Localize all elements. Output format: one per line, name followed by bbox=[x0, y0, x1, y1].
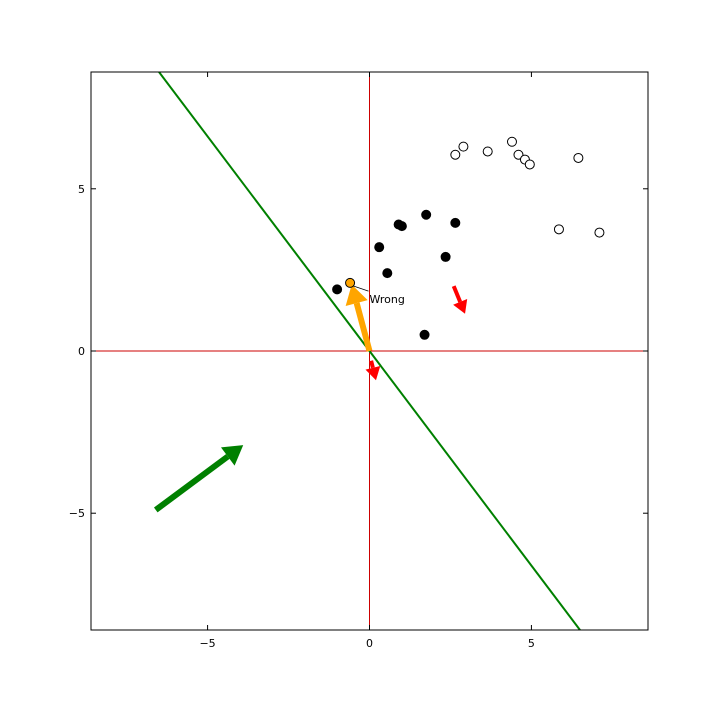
y-tick-label: 0 bbox=[78, 345, 85, 358]
update-arrow-orange bbox=[345, 284, 373, 352]
open-point bbox=[594, 227, 605, 238]
update-arrow-orange-shaft bbox=[353, 302, 373, 352]
normal-arrow-red-origin-shaft bbox=[369, 360, 375, 369]
open-point bbox=[573, 152, 584, 163]
weight-arrow-green-shaft bbox=[153, 454, 230, 513]
wrong-point bbox=[345, 277, 356, 288]
normal-arrow-red-origin bbox=[365, 360, 381, 381]
x-tick-label: 0 bbox=[366, 637, 373, 650]
open-point bbox=[506, 136, 517, 147]
y-tick-label: −5 bbox=[69, 507, 85, 520]
weight-arrow-green-head bbox=[220, 445, 244, 466]
filled-point bbox=[374, 242, 385, 253]
normal-arrow-red-origin-head bbox=[365, 365, 381, 381]
y-tick-label: 5 bbox=[78, 183, 85, 196]
filled-point bbox=[332, 284, 343, 295]
update-arrow-orange-head bbox=[345, 284, 368, 306]
open-point bbox=[482, 146, 493, 157]
x-tick-label: 5 bbox=[528, 637, 535, 650]
filled-point bbox=[440, 251, 451, 262]
open-point bbox=[553, 224, 564, 235]
normal-arrow-red-right bbox=[451, 285, 468, 314]
x-tick-label: −5 bbox=[199, 637, 215, 650]
annotation-label: Wrong bbox=[370, 293, 405, 306]
filled-point bbox=[450, 217, 461, 228]
open-point bbox=[458, 141, 469, 152]
normal-arrow-red-right-head bbox=[453, 298, 468, 314]
normal-arrow-red-right-shaft bbox=[451, 285, 463, 303]
open-point bbox=[450, 149, 461, 160]
filled-point bbox=[419, 329, 430, 340]
open-point bbox=[524, 159, 535, 170]
filled-point bbox=[382, 268, 393, 279]
filled-point bbox=[421, 209, 432, 220]
filled-point bbox=[396, 221, 407, 232]
annotation-pointer bbox=[352, 285, 369, 292]
weight-arrow-green bbox=[153, 445, 244, 513]
